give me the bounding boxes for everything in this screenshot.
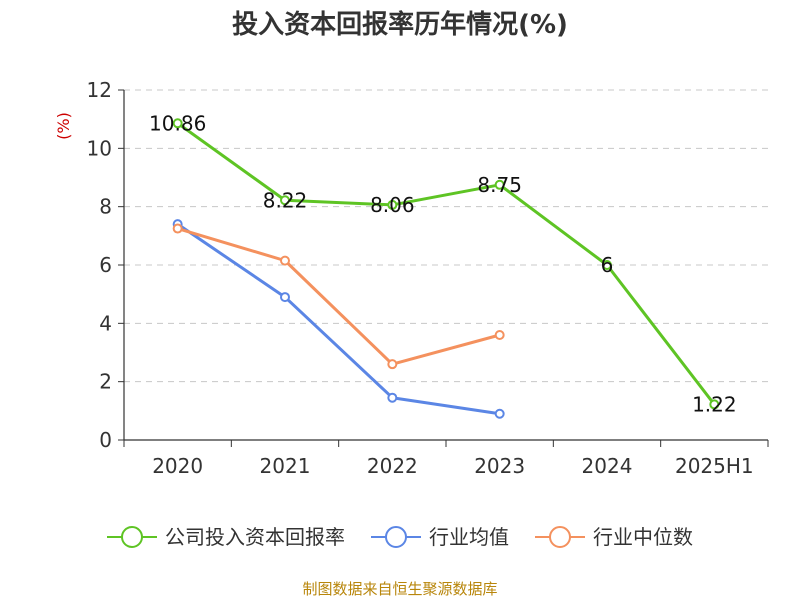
grid: [124, 89, 768, 383]
series: [172, 118, 720, 419]
y-axis-label: (%): [54, 112, 73, 140]
y-tick-label: 6: [99, 253, 112, 277]
data-labels: 10.86 8.22 8.06 8.75 6 1.22: [149, 111, 737, 416]
y-tick-label: 10: [87, 136, 112, 160]
data-point[interactable]: [387, 359, 398, 370]
data-label: 8.06: [370, 193, 415, 217]
data-point[interactable]: [709, 399, 720, 410]
legend-item[interactable]: 行业中位数: [535, 525, 693, 549]
source-note: 制图数据来自恒生聚源数据库: [302, 580, 497, 598]
legend-label: 行业中位数: [593, 525, 693, 549]
y-tick-label: 8: [99, 195, 112, 219]
data-point[interactable]: [280, 255, 290, 266]
legend-label: 公司投入资本回报率: [165, 525, 345, 549]
legend-item[interactable]: 行业均值: [371, 525, 509, 549]
series-line: [176, 222, 500, 416]
x-tick-label: 2020: [152, 454, 203, 478]
data-point[interactable]: [172, 223, 183, 234]
data-point[interactable]: [494, 330, 505, 340]
data-point[interactable]: [280, 292, 290, 303]
series-line: [176, 122, 716, 406]
y-tick-label: 0: [99, 428, 112, 452]
series-line: [177, 227, 501, 366]
x-tick-label: 2023: [474, 454, 525, 478]
legend-item[interactable]: 公司投入资本回报率: [107, 525, 345, 549]
data-label: 8.22: [263, 188, 308, 212]
data-label: 8.75: [477, 173, 522, 197]
data-label: 6: [601, 253, 614, 277]
data-point[interactable]: [387, 392, 398, 403]
data-point[interactable]: [280, 195, 290, 206]
axes: 0 2 4 6 8 10 12 2020 2021 2022 2023 2024 2025H1: [87, 78, 769, 478]
legend-marker: [549, 526, 571, 548]
y-tick-label: 12: [87, 78, 112, 102]
data-point[interactable]: [172, 118, 183, 129]
chart-title: 投入资本回报率历年情况(%): [232, 9, 568, 40]
y-tick-label: 4: [99, 311, 112, 335]
data-label: 1.22: [692, 392, 737, 416]
legend-label: 行业均值: [429, 525, 509, 549]
legend-marker: [385, 526, 407, 548]
x-tick-label: 2022: [367, 454, 418, 478]
x-tick-label: 2024: [582, 454, 633, 478]
data-point[interactable]: [494, 179, 505, 190]
data-point[interactable]: [387, 199, 398, 210]
legend[interactable]: 公司投入资本回报率 行业均值 行业中位数: [107, 525, 693, 549]
data-point[interactable]: [602, 260, 612, 270]
legend-marker: [121, 526, 143, 548]
y-tick-label: 2: [99, 370, 112, 394]
data-point[interactable]: [494, 408, 505, 419]
x-tick-label: 2025H1: [675, 454, 754, 478]
data-label: 10.86: [149, 111, 206, 135]
x-tick-label: 2021: [260, 454, 311, 478]
